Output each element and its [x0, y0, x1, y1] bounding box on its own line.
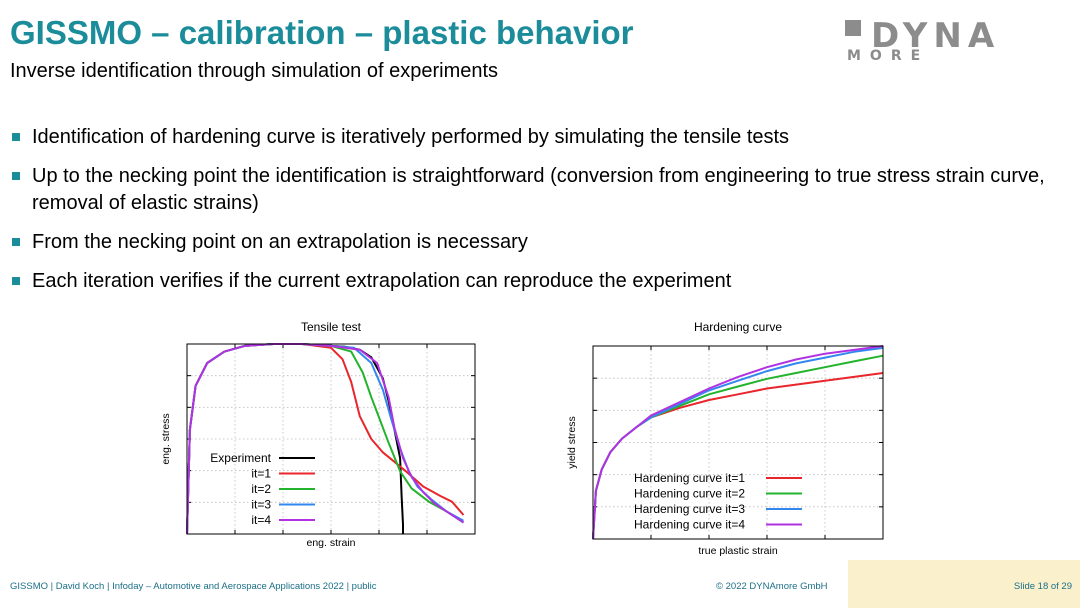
x-axis-label: eng. strain: [306, 537, 355, 549]
bullet-item: Up to the necking point the identificati…: [12, 163, 1072, 217]
bullet-text: Up to the necking point the identificati…: [32, 165, 1045, 214]
logo-text-dyna: DYNA: [871, 16, 1001, 56]
series-line-5: [186, 343, 465, 535]
legend-label: Experiment: [210, 451, 271, 465]
bullet-item: From the necking point on an extrapolati…: [12, 229, 1072, 256]
page-title: GISSMO – calibration – plastic behavior: [10, 14, 634, 51]
footer: GISSMO | David Koch | Infoday – Automoti…: [0, 560, 1080, 608]
chart-svg: Tensile test eng. strain eng. stress Experi…: [160, 320, 476, 549]
page-subtitle: Inverse identification through simulatio…: [10, 60, 499, 82]
footer-copyright: © 2022 DYNAmore GmbH: [716, 581, 828, 592]
x-axis-label: true plastic strain: [698, 545, 778, 557]
series-line-4: [592, 345, 884, 540]
slide-number: Slide 18 of 29: [1013, 581, 1072, 592]
plot-frame: [186, 343, 476, 535]
y-axis-label: eng. stress: [160, 413, 172, 464]
hardening-curve-chart: Hardening curve true plastic strain yield …: [560, 314, 900, 559]
legend-label: it=4: [251, 513, 271, 527]
bullet-item: Each iteration verifies if the current e…: [12, 268, 1072, 295]
logo-text-more: MORE: [847, 48, 930, 64]
footer-panel: [848, 560, 1080, 608]
bullet-square-icon: [12, 277, 20, 285]
legend-label: it=2: [251, 482, 271, 496]
bullet-text: From the necking point on an extrapolati…: [32, 231, 528, 253]
bullet-square-icon: [12, 172, 20, 180]
legend-label: Hardening curve it=2: [634, 487, 745, 501]
bullet-text: Identification of hardening curve is ite…: [32, 126, 790, 148]
logo-mark-icon: [845, 20, 861, 36]
bullet-item: Identification of hardening curve is ite…: [12, 124, 1072, 151]
bullet-text: Each iteration verifies if the current e…: [32, 270, 732, 292]
legend-label: it=1: [251, 467, 271, 481]
footer-left-text: GISSMO | David Koch | Infoday – Automoti…: [10, 581, 377, 592]
tensile-test-chart: Tensile test eng. strain eng. stress Experi…: [155, 314, 495, 554]
bullet-list: Identification of hardening curve is ite…: [12, 124, 1072, 307]
chart-title: Hardening curve: [694, 320, 782, 334]
legend-label: it=3: [251, 498, 271, 512]
legend-label: Hardening curve it=3: [634, 502, 745, 516]
y-axis-label: yield stress: [566, 416, 578, 469]
bullet-square-icon: [12, 133, 20, 141]
plot-frame: [592, 345, 884, 540]
bullet-square-icon: [12, 238, 20, 246]
chart-title: Tensile test: [301, 320, 362, 334]
chart-svg: Hardening curve true plastic strain yield …: [566, 320, 884, 557]
legend-label: Hardening curve it=1: [634, 471, 745, 485]
dynamore-logo: DYNA MORE: [845, 16, 1025, 66]
legend-label: Hardening curve it=4: [634, 518, 745, 532]
